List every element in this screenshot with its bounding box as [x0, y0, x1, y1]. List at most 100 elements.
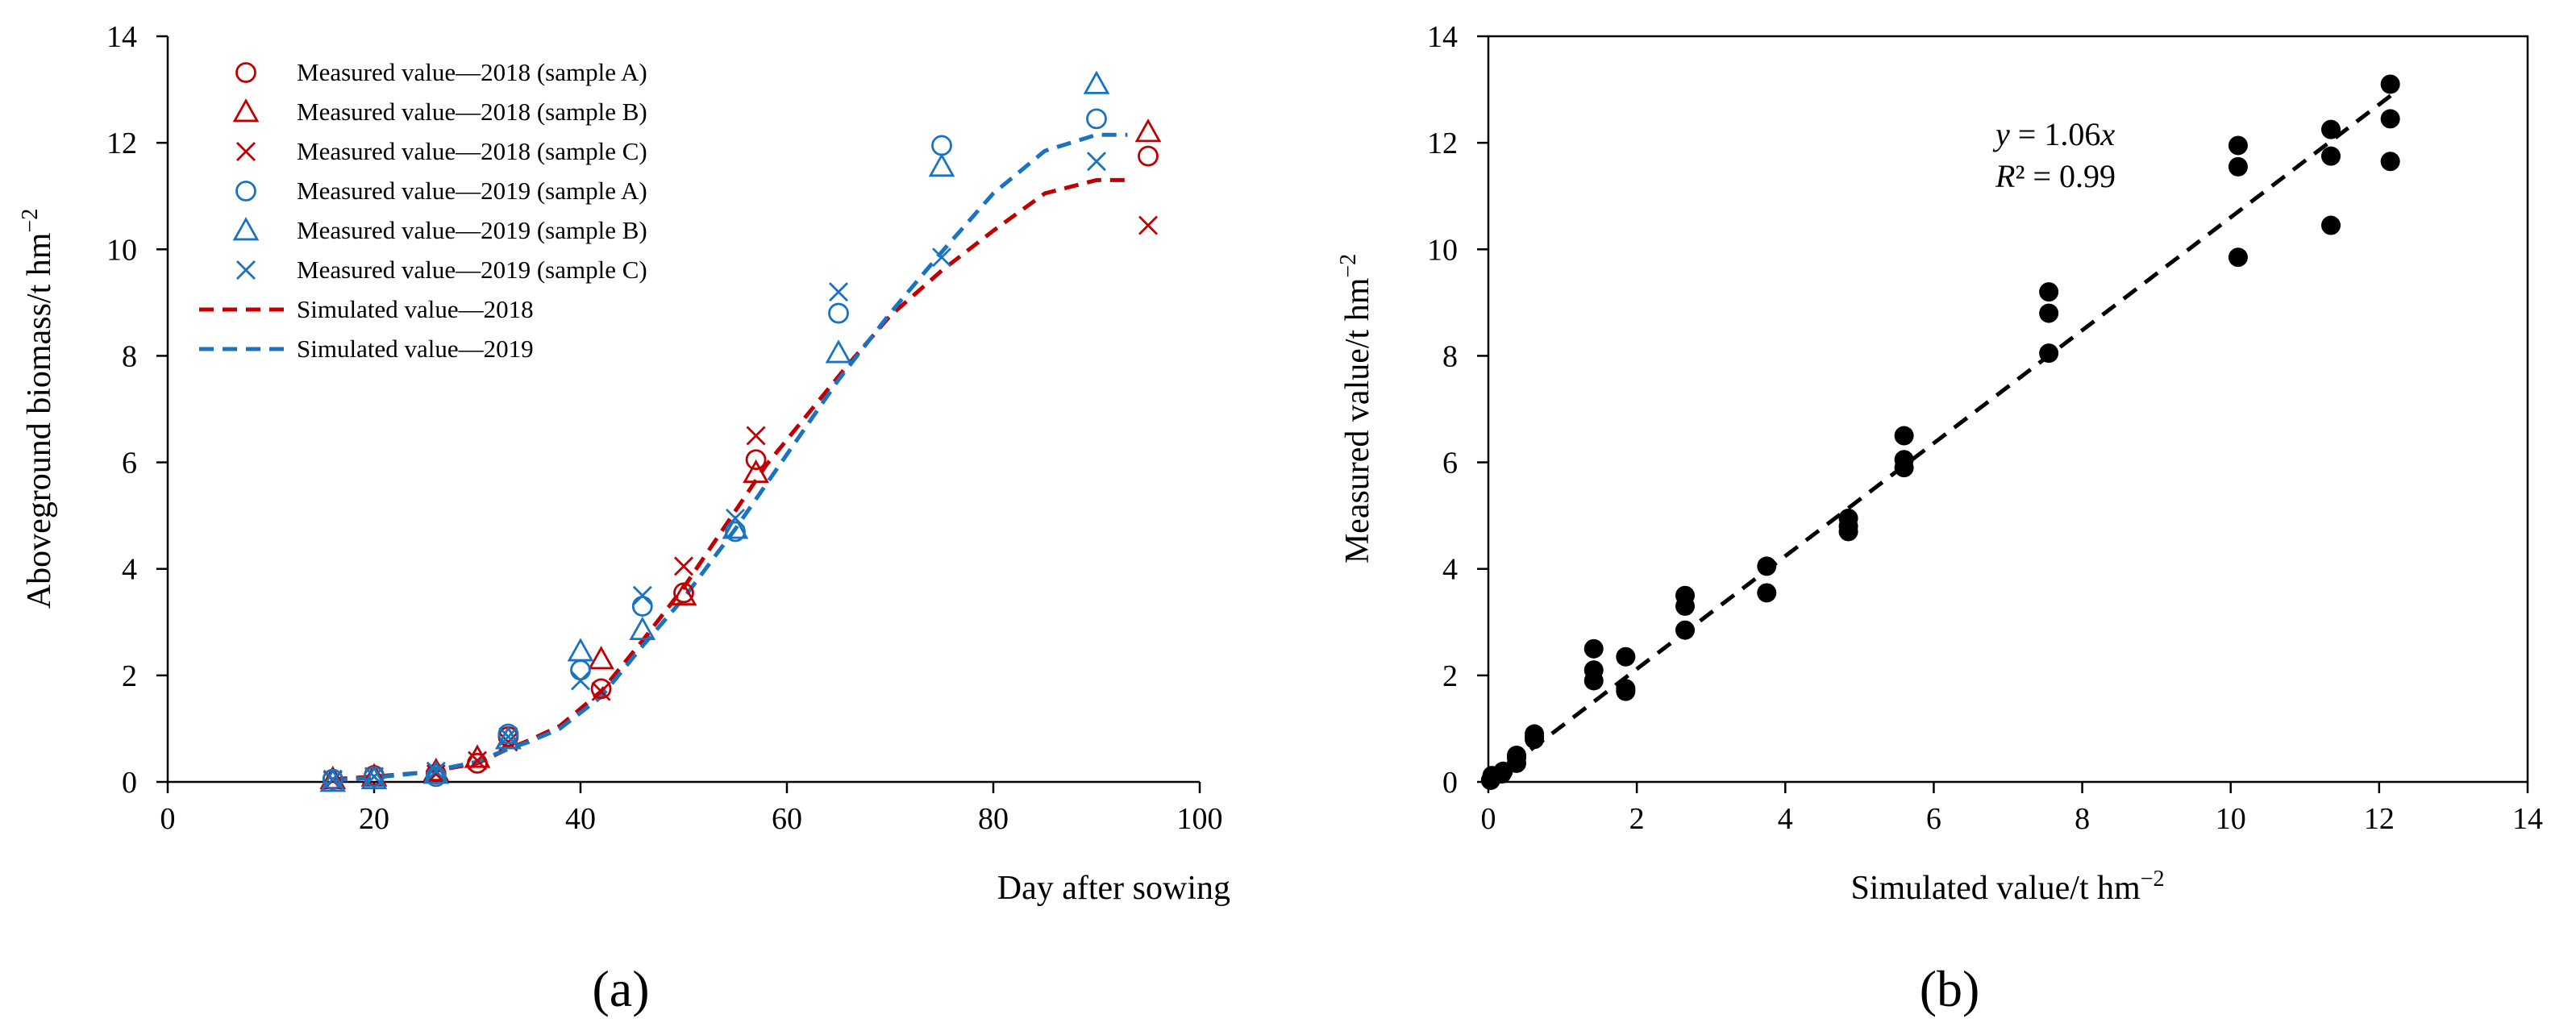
- panel-a-data-point: [828, 302, 849, 324]
- panel-a-data-point: [1138, 145, 1159, 167]
- panel-a-data-point: [1083, 70, 1110, 94]
- panel-a-data-point: [495, 725, 522, 750]
- panel-a-legend-label: Measured value—2018 (sample A): [297, 58, 647, 86]
- panel-b-x-tick-label: 4: [1778, 802, 1793, 836]
- panel-b-data-point: [1757, 556, 1777, 576]
- panel-b-x-tick-label: 0: [1481, 802, 1496, 836]
- panel-a-data-point: [1086, 108, 1107, 130]
- panel-a-legend-label: Simulated value—2019: [297, 335, 534, 363]
- panel-a-data-point: [425, 766, 447, 788]
- panel-b-data-point: [1757, 583, 1777, 603]
- panel-b-data-point: [1525, 724, 1545, 744]
- panel-b-data-point: [2380, 74, 2400, 94]
- panel-b-data-point: [1675, 585, 1695, 605]
- panel-a-x-axis-title: Day after sowing: [997, 870, 1230, 907]
- panel-b-ticks: 0 2 4 6 8 10 12 14 0 2 4 6 8 10 12 14: [1427, 20, 2543, 836]
- panel-b-data-point: [2228, 135, 2248, 156]
- panel-b-data-point: [1894, 450, 1914, 470]
- panel-a-data-point: [1087, 152, 1106, 172]
- panel-a-data-point: [497, 723, 519, 745]
- panel-b-x-tick-label: 14: [2512, 802, 2543, 836]
- panel-a-y-tick-label: 6: [122, 447, 137, 480]
- panel-a-y-tick-label: 0: [122, 766, 137, 800]
- panel-a-data-point: [364, 767, 384, 787]
- panel-a-data-point: [631, 596, 653, 617]
- panel-a-measured-markers: [319, 70, 1162, 792]
- panel-b-plot-frame: [1487, 35, 2529, 784]
- panel-b-y-tick-label: 0: [1442, 766, 1458, 800]
- panel-a-y-tick-label: 14: [106, 20, 137, 54]
- panel-b-data-point: [2039, 343, 2059, 364]
- panel-a-data-point: [468, 750, 487, 771]
- panel-a-data-point: [464, 744, 491, 768]
- panel-a-legend-entry: Measured value—2018 (sample A): [235, 58, 647, 86]
- panel-a-x-tick-label: 20: [359, 802, 389, 836]
- panel-b-data-point: [2321, 215, 2341, 235]
- panel-a-y-axis-title: Aboveground biomass/t hm−2: [18, 209, 58, 609]
- panel-a-data-point: [931, 135, 952, 156]
- panel-a-y-tick-label: 10: [106, 233, 137, 267]
- panel-a-data-point: [591, 681, 611, 701]
- panel-b-y-tick-label: 14: [1427, 20, 1458, 54]
- panel-a-x-tick-label: 60: [772, 802, 802, 836]
- panel-a-data-point: [932, 247, 951, 268]
- panel-a-data-point: [928, 153, 955, 177]
- panel-b-y-tick-label: 12: [1427, 127, 1458, 160]
- panel-a-data-point: [360, 765, 388, 790]
- panel-a-data-point: [571, 671, 590, 691]
- panel-b-data-point: [1616, 646, 1636, 667]
- panel-b-data-point: [2380, 109, 2400, 129]
- panel-a-legend-entry: Measured value—2018 (sample B): [232, 98, 647, 126]
- panel-a-data-point: [825, 339, 852, 364]
- panel-a-y-tick-label: 4: [122, 553, 137, 587]
- panel-a-legend-label: Measured value—2019 (sample B): [297, 216, 647, 244]
- panel-b-x-tick-label: 12: [2364, 802, 2395, 836]
- panel-a-y-tick-label: 2: [122, 659, 137, 693]
- panel-a-y-tick-label: 8: [122, 339, 137, 373]
- panel-a-data-point: [426, 764, 446, 784]
- panel-b-y-tick-label: 2: [1442, 659, 1458, 693]
- panel-a-data-point: [725, 521, 746, 543]
- panel-a-legend-symbol: [236, 142, 256, 161]
- panel-a-data-point: [590, 678, 612, 700]
- panel-a-x-tick-label: 100: [1177, 802, 1223, 836]
- panel-a-label: (a): [592, 960, 649, 1017]
- panel-a-legend-symbol: [232, 217, 260, 241]
- panel-a-legend-label: Measured value—2018 (sample B): [297, 98, 647, 126]
- panel-a-data-point: [745, 449, 767, 471]
- panel-a-data-point: [746, 426, 766, 446]
- panel-b-y-tick-label: 10: [1427, 233, 1458, 267]
- panel-a-legend-entry: Measured value—2019 (sample A): [235, 177, 647, 205]
- panel-b-fit-line: [1487, 91, 2395, 784]
- panel-a-data-point: [743, 459, 769, 484]
- panel-a-data-point: [498, 726, 518, 746]
- panel-b-data-point: [2321, 146, 2341, 166]
- panel-a-data-point: [1138, 215, 1158, 235]
- panel-a-legend-entry: Measured value—2019 (sample C): [236, 256, 647, 284]
- panel-a-legend: Measured value—2018 (sample A) Measured v…: [199, 58, 647, 363]
- panel-b-y-tick-label: 4: [1442, 553, 1458, 587]
- panel-b-data-point: [1506, 745, 1526, 765]
- panel-b-x-tick-label: 10: [2216, 802, 2246, 836]
- panel-b-data-point: [2039, 282, 2059, 302]
- panel-b-x-tick-label: 8: [2075, 802, 2090, 836]
- panel-a-data-point: [323, 769, 343, 789]
- panel-b-data-point: [1675, 620, 1695, 640]
- panel-a-x-tick-label: 0: [160, 802, 176, 836]
- panel-b-data-point: [1838, 508, 1858, 528]
- panel-a-y-tick-label: 12: [106, 127, 137, 160]
- panel-a-data-point: [829, 282, 848, 302]
- panel-a-legend-entry: Measured value—2019 (sample B): [232, 216, 647, 244]
- panel-b-data-point: [1583, 660, 1604, 680]
- panel-a-legend-symbol: [235, 62, 256, 83]
- panel-a-chart: 0 20 40 60 80 100 0 2 4 6 8 10 12 14 Measured value—2…: [18, 20, 1230, 1017]
- panel-a-data-point: [422, 760, 450, 784]
- panel-a-data-point: [674, 556, 693, 576]
- panel-b-data-point: [1583, 638, 1604, 659]
- panel-a-data-point: [726, 508, 745, 528]
- panel-b-y-tick-label: 8: [1442, 339, 1458, 373]
- panel-a-data-point: [426, 761, 446, 781]
- panel-a-data-point: [722, 515, 749, 539]
- panel-b-y-axis-title: Measured value/t hm−2: [1336, 254, 1376, 563]
